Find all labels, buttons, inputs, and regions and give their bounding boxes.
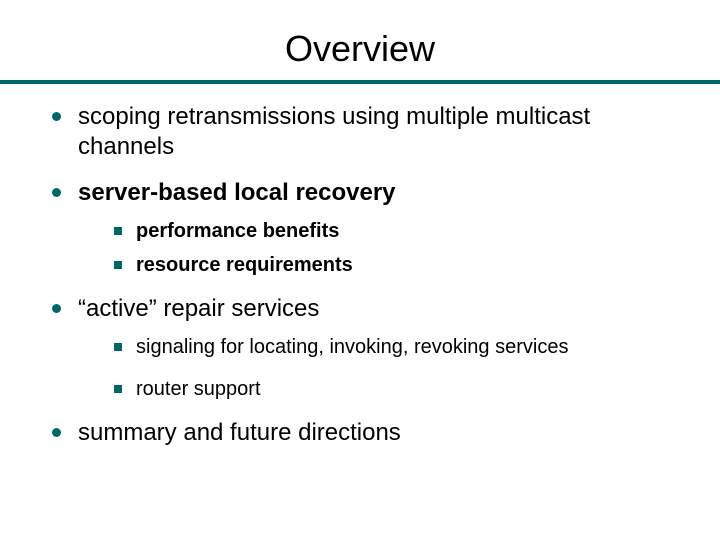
bullet-item: server-based local recovery performance … [48, 178, 680, 278]
sub-bullet-item: resource requirements [112, 252, 680, 278]
slide-title: Overview [0, 0, 720, 80]
sub-bullet-list: signaling for locating, invoking, revoki… [78, 334, 680, 402]
sub-bullet-text: performance benefits [136, 220, 339, 242]
bullet-item: scoping retransmissions using multiple m… [48, 102, 680, 162]
bullet-text: “active” repair services [78, 295, 319, 322]
bullet-item: “active” repair services signaling for l… [48, 294, 680, 402]
sub-bullet-text: signaling for locating, invoking, revoki… [136, 336, 568, 358]
sub-bullet-item: performance benefits [112, 218, 680, 244]
bullet-item: summary and future directions [48, 418, 680, 448]
slide-body: scoping retransmissions using multiple m… [0, 84, 720, 448]
bullet-text: server-based local recovery [78, 179, 396, 206]
sub-bullet-text: resource requirements [136, 254, 353, 276]
sub-bullet-item: signaling for locating, invoking, revoki… [112, 334, 680, 360]
sub-bullet-list: performance benefits resource requiremen… [78, 218, 680, 278]
bullet-text: scoping retransmissions using multiple m… [78, 103, 590, 160]
sub-bullet-text: router support [136, 378, 261, 400]
sub-bullet-item: router support [112, 376, 680, 402]
bullet-text: summary and future directions [78, 419, 401, 446]
slide: Overview scoping retransmissions using m… [0, 0, 720, 540]
bullet-list: scoping retransmissions using multiple m… [48, 102, 680, 448]
